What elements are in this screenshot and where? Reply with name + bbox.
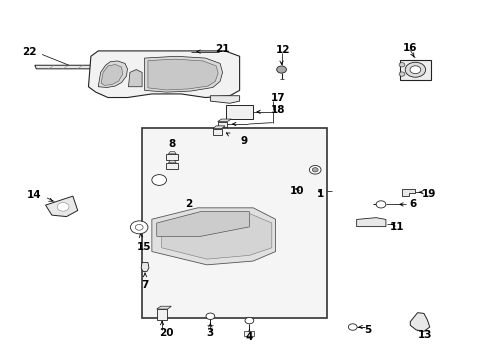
Circle shape xyxy=(152,175,166,185)
Text: 2: 2 xyxy=(184,199,192,209)
Polygon shape xyxy=(217,122,227,127)
Text: 3: 3 xyxy=(206,328,214,338)
Circle shape xyxy=(135,225,143,230)
Polygon shape xyxy=(168,160,176,163)
Polygon shape xyxy=(88,51,239,98)
Polygon shape xyxy=(161,213,271,259)
Circle shape xyxy=(130,221,148,234)
Bar xyxy=(142,128,327,318)
Text: 1: 1 xyxy=(316,189,323,199)
Circle shape xyxy=(409,66,420,74)
Text: 15: 15 xyxy=(136,242,150,252)
Polygon shape xyxy=(144,56,222,92)
Text: 7: 7 xyxy=(141,280,148,290)
Polygon shape xyxy=(356,218,385,226)
Polygon shape xyxy=(152,208,275,265)
Text: 6: 6 xyxy=(408,199,415,210)
Circle shape xyxy=(375,201,385,208)
Polygon shape xyxy=(35,65,126,69)
Polygon shape xyxy=(157,212,249,236)
Polygon shape xyxy=(217,119,231,122)
Text: 20: 20 xyxy=(159,328,173,338)
Polygon shape xyxy=(166,154,178,160)
Polygon shape xyxy=(157,306,171,309)
Circle shape xyxy=(244,318,253,324)
Polygon shape xyxy=(244,330,254,336)
Text: 21: 21 xyxy=(215,44,229,54)
Polygon shape xyxy=(45,196,78,217)
Text: 12: 12 xyxy=(276,45,290,55)
Text: 9: 9 xyxy=(241,136,247,146)
Circle shape xyxy=(276,66,286,73)
Circle shape xyxy=(309,166,321,174)
Polygon shape xyxy=(409,313,429,331)
Circle shape xyxy=(398,72,404,76)
Text: 5: 5 xyxy=(363,325,370,334)
Text: 4: 4 xyxy=(245,332,253,342)
Text: 17: 17 xyxy=(270,93,285,103)
Text: 16: 16 xyxy=(402,43,417,53)
Polygon shape xyxy=(98,61,127,87)
Polygon shape xyxy=(101,64,122,85)
Polygon shape xyxy=(401,189,414,196)
Polygon shape xyxy=(141,262,149,271)
Polygon shape xyxy=(157,309,167,320)
Circle shape xyxy=(205,313,214,319)
Circle shape xyxy=(57,203,69,211)
Circle shape xyxy=(312,168,318,172)
Text: 22: 22 xyxy=(21,47,36,57)
Polygon shape xyxy=(212,129,221,135)
Text: 13: 13 xyxy=(417,330,431,340)
Polygon shape xyxy=(212,126,224,129)
Text: 8: 8 xyxy=(168,139,176,149)
Polygon shape xyxy=(210,96,239,103)
Polygon shape xyxy=(399,60,430,80)
Text: 10: 10 xyxy=(289,186,304,197)
Circle shape xyxy=(398,63,404,67)
Polygon shape xyxy=(168,151,176,154)
Polygon shape xyxy=(128,69,142,87)
Circle shape xyxy=(347,324,356,330)
Polygon shape xyxy=(225,105,252,119)
Polygon shape xyxy=(166,163,178,169)
Text: 18: 18 xyxy=(270,105,285,115)
Polygon shape xyxy=(148,59,218,90)
Text: 14: 14 xyxy=(26,190,41,200)
Text: 11: 11 xyxy=(388,222,403,231)
Text: 19: 19 xyxy=(421,189,435,199)
Circle shape xyxy=(405,62,425,77)
